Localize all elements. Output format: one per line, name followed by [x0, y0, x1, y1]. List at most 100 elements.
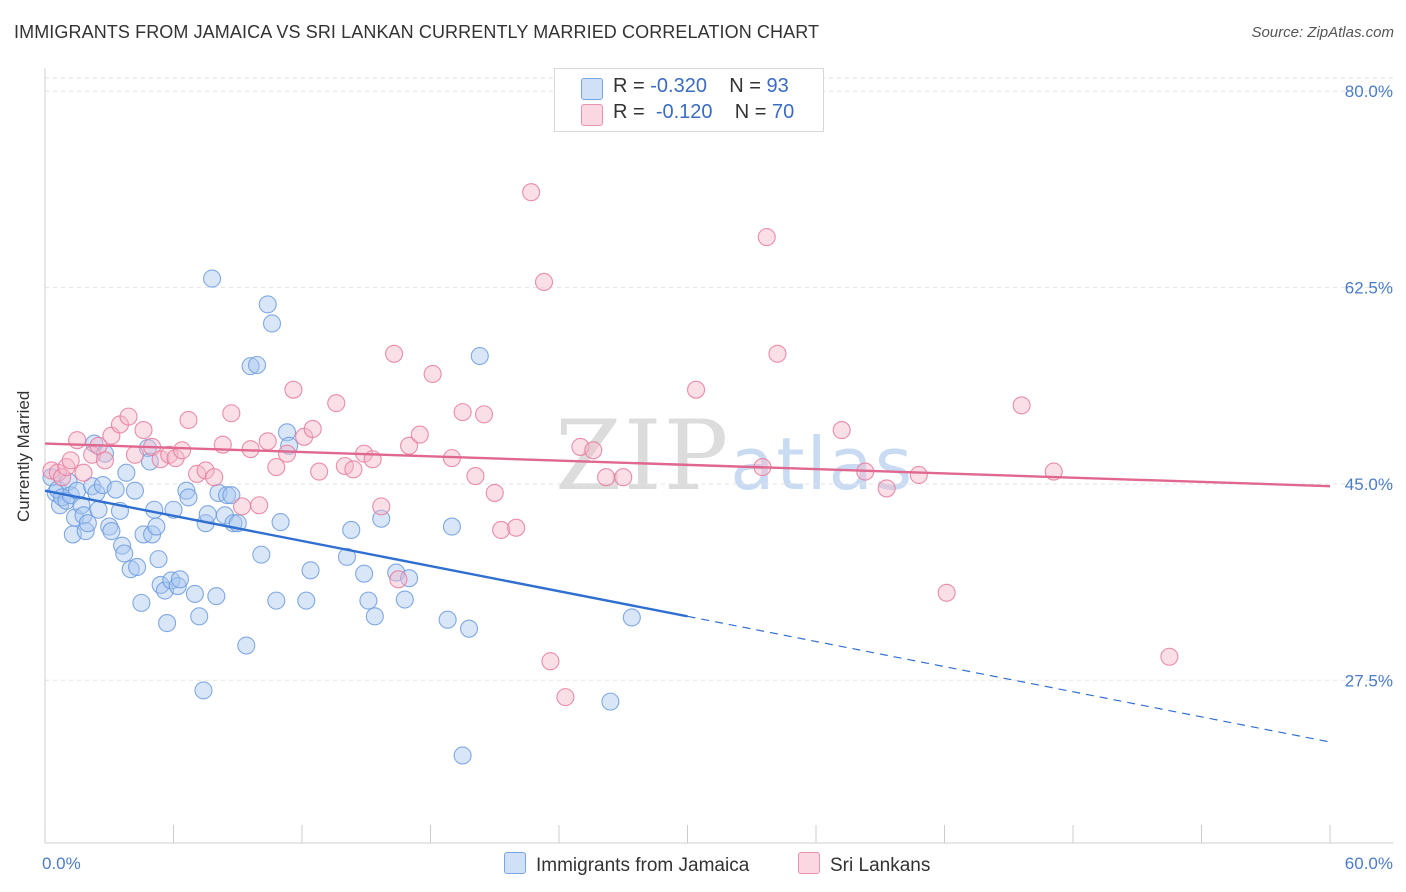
- bottom-legend-swatch-jamaica: [504, 852, 526, 874]
- bottom-legend-jamaica: Immigrants from Jamaica: [504, 852, 749, 877]
- point-jamaica: [117, 463, 136, 482]
- trend-line-jamaica-extension: [687, 615, 1331, 743]
- legend-swatch-jamaica: [581, 78, 603, 100]
- axes: [44, 68, 1393, 844]
- point-srilanka: [119, 407, 138, 426]
- point-srilanka: [485, 483, 504, 502]
- point-srilanka: [344, 460, 363, 479]
- point-srilanka: [522, 183, 541, 202]
- point-jamaica: [297, 591, 316, 610]
- point-jamaica: [128, 557, 147, 577]
- point-jamaica: [395, 590, 414, 609]
- point-srilanka: [909, 465, 928, 485]
- trend-lines: [44, 442, 1331, 743]
- bottom-legend-label-srilanka: Sri Lankans: [830, 855, 931, 876]
- point-jamaica: [459, 619, 479, 638]
- legend-r-value: -0.120: [655, 101, 713, 123]
- point-srilanka: [61, 451, 80, 470]
- point-jamaica: [337, 547, 357, 566]
- legend-n-value: 70: [772, 101, 795, 123]
- watermark: ZIPatlas: [555, 400, 914, 512]
- point-jamaica: [442, 517, 461, 536]
- point-jamaica: [168, 576, 187, 596]
- legend-n-label: N =: [729, 75, 767, 97]
- point-srilanka: [453, 403, 472, 422]
- point-jamaica: [237, 636, 256, 655]
- y-tick-label: 80.0%: [1345, 82, 1393, 101]
- point-jamaica: [470, 346, 489, 366]
- point-jamaica: [89, 500, 108, 519]
- point-jamaica: [149, 550, 168, 569]
- point-jamaica: [140, 452, 159, 471]
- point-srilanka: [410, 425, 429, 444]
- trend-line-jamaica: [44, 489, 688, 618]
- point-jamaica: [355, 564, 374, 583]
- bottom-legend-srilanka: Sri Lankans: [798, 852, 930, 877]
- point-srilanka: [232, 497, 252, 516]
- point-jamaica: [179, 488, 198, 507]
- point-srilanka: [125, 445, 144, 464]
- x-tick-label-max: 60.0%: [1345, 854, 1393, 873]
- point-srilanka: [179, 410, 198, 430]
- point-srilanka: [768, 344, 787, 363]
- point-jamaica: [125, 481, 144, 500]
- point-jamaica: [252, 545, 271, 564]
- point-srilanka: [74, 463, 93, 482]
- point-jamaica: [359, 591, 378, 610]
- point-jamaica: [115, 544, 134, 563]
- y-tick-label: 62.5%: [1345, 279, 1393, 298]
- point-srilanka: [474, 405, 494, 424]
- legend-swatch-srilanka: [581, 104, 603, 126]
- point-jamaica: [365, 607, 384, 626]
- point-srilanka: [597, 468, 616, 487]
- y-axis-label: Currently Married: [14, 390, 33, 522]
- point-jamaica: [158, 614, 177, 633]
- point-srilanka: [466, 467, 485, 486]
- point-jamaica: [185, 584, 204, 603]
- trend-line-srilanka: [44, 442, 1331, 488]
- legend-n-label: N =: [734, 101, 773, 123]
- point-srilanka: [877, 479, 896, 498]
- point-srilanka: [372, 497, 391, 516]
- tick-labels: 27.5% 45.0% 62.5% 80.0% 0.0% 60.0%: [42, 82, 1393, 873]
- point-jamaica: [207, 587, 226, 606]
- y-tick-label: 45.0%: [1345, 475, 1393, 494]
- point-jamaica: [203, 269, 222, 288]
- point-jamaica: [106, 480, 125, 499]
- point-srilanka: [267, 458, 286, 477]
- legend-r-label: R =: [613, 101, 651, 123]
- point-srilanka: [222, 404, 241, 423]
- point-jamaica: [453, 746, 472, 765]
- point-srilanka: [534, 272, 554, 292]
- point-srilanka: [250, 496, 269, 515]
- point-srilanka: [284, 380, 303, 399]
- point-srilanka: [492, 520, 511, 539]
- point-jamaica: [194, 681, 213, 700]
- point-srilanka: [584, 441, 603, 460]
- point-jamaica: [262, 314, 282, 333]
- data-points: [42, 183, 1179, 765]
- point-srilanka: [1012, 396, 1031, 415]
- point-jamaica: [277, 423, 297, 442]
- point-jamaica: [438, 610, 457, 629]
- point-srilanka: [389, 570, 408, 589]
- point-srilanka: [53, 468, 72, 487]
- point-srilanka: [205, 468, 224, 487]
- point-srilanka: [385, 344, 404, 363]
- y-axis-label-wrap: Currently Married: [14, 391, 34, 552]
- point-srilanka: [258, 432, 277, 451]
- legend-r-label: R =: [613, 75, 651, 97]
- x-tick-label-min: 0.0%: [42, 854, 81, 873]
- grid-lines: [45, 77, 1393, 681]
- bottom-legend-swatch-srilanka: [798, 852, 820, 874]
- point-jamaica: [301, 561, 320, 580]
- point-jamaica: [222, 486, 241, 505]
- point-srilanka: [95, 451, 115, 470]
- point-jamaica: [241, 357, 260, 376]
- point-srilanka: [134, 421, 153, 440]
- point-srilanka: [687, 380, 706, 399]
- y-tick-label: 27.5%: [1345, 671, 1393, 690]
- point-jamaica: [177, 481, 196, 500]
- point-srilanka: [1160, 647, 1179, 666]
